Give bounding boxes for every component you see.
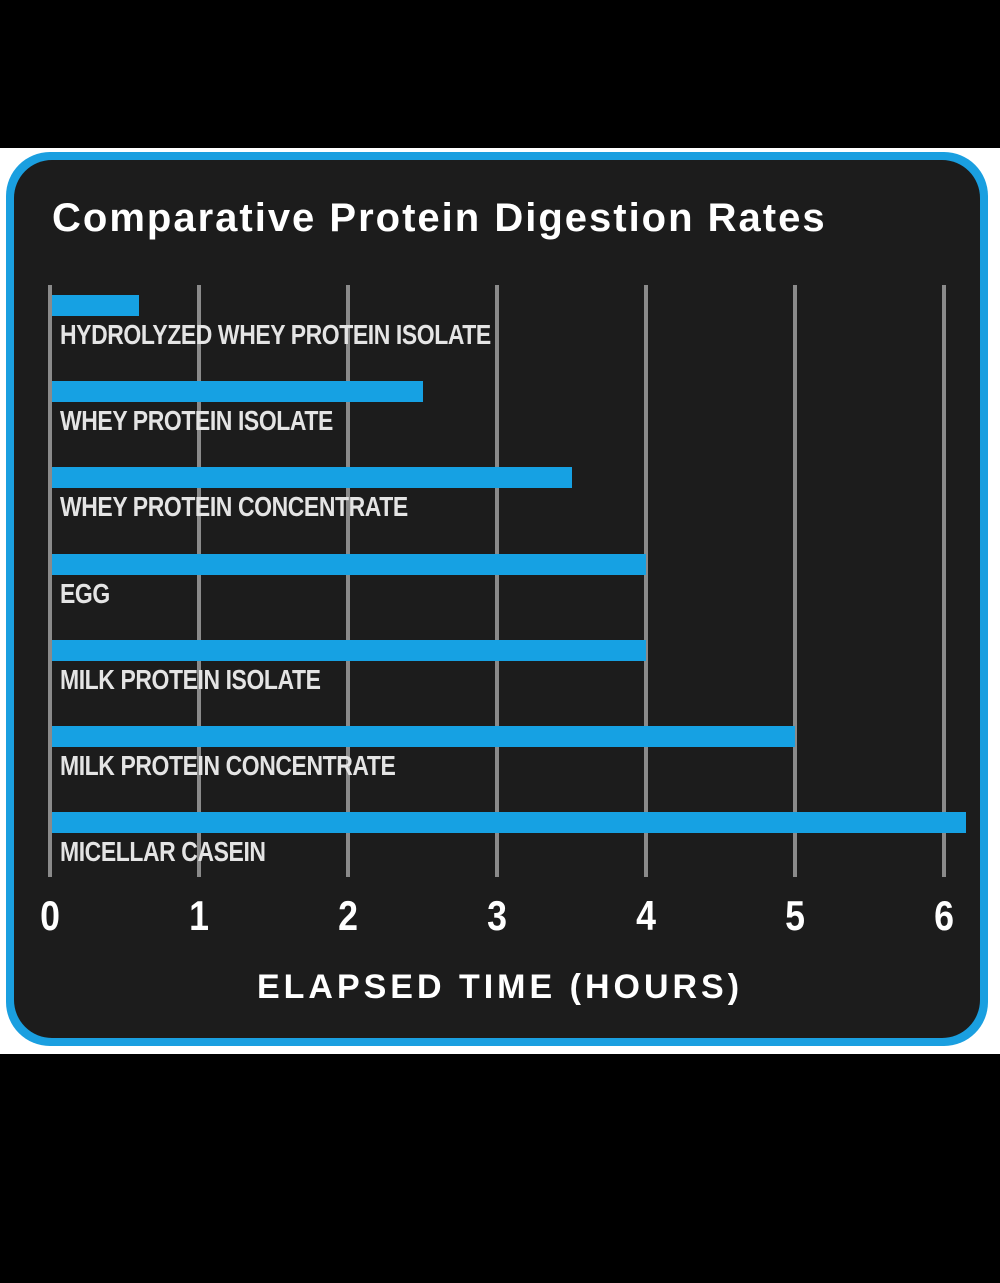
category-label: MICELLAR CASEIN [60, 836, 266, 868]
bar [52, 812, 967, 834]
bar [52, 553, 646, 575]
gridline [48, 285, 52, 877]
x-tick-label: 4 [636, 892, 656, 939]
category-label: MILK PROTEIN ISOLATE [60, 663, 321, 695]
gridline [197, 285, 201, 877]
category-label: EGG [60, 577, 110, 609]
category-label: HYDROLYZED WHEY PROTEIN ISOLATE [60, 319, 491, 350]
gridline [644, 285, 648, 877]
bar [52, 726, 795, 747]
chart-title: Comparative Protein Digestion Rates [52, 196, 827, 240]
gridline [793, 285, 797, 877]
gridline [942, 285, 946, 877]
category-label: MILK PROTEIN CONCENTRATE [60, 750, 396, 781]
x-tick-label: 5 [785, 892, 805, 939]
x-tick-label: 3 [487, 892, 507, 939]
x-tick-label: 0 [40, 892, 60, 939]
bar [52, 639, 646, 661]
gridline [346, 285, 350, 877]
x-tick-label: 6 [934, 892, 954, 939]
category-label: WHEY PROTEIN ISOLATE [60, 405, 333, 437]
x-tick-label: 2 [338, 892, 358, 939]
category-label: WHEY PROTEIN CONCENTRATE [60, 491, 408, 523]
x-axis-label: ELAPSED TIME (HOURS) [256, 968, 744, 1006]
gridline [495, 285, 499, 877]
x-tick-label: 1 [189, 892, 209, 939]
bar [52, 467, 572, 489]
bar [52, 381, 423, 403]
bar [52, 295, 140, 316]
